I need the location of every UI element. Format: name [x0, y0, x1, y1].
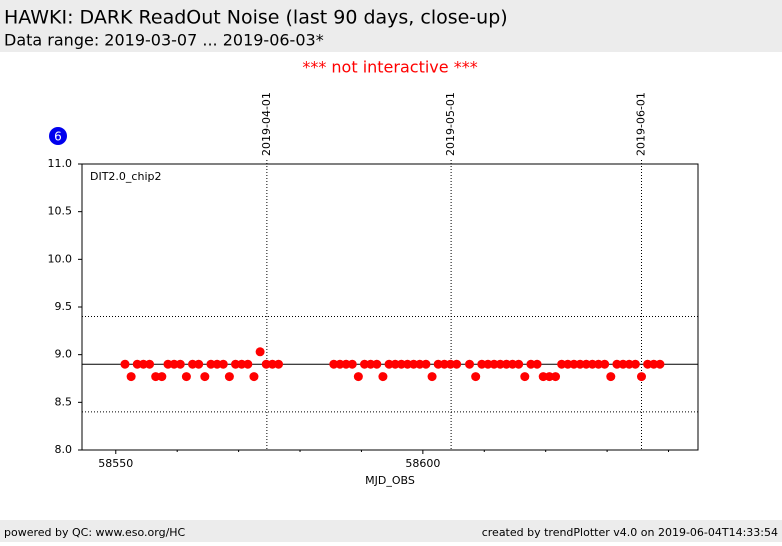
point: [427, 372, 437, 382]
point: [520, 372, 530, 382]
point: [200, 372, 210, 382]
point: [636, 372, 646, 382]
point: [126, 372, 136, 382]
x-tick-label: 58600: [405, 457, 440, 470]
point: [274, 359, 284, 369]
point: [181, 372, 191, 382]
footer-right: created by trendPlotter v4.0 on 2019-06-…: [482, 526, 778, 539]
point: [347, 359, 357, 369]
point: [452, 359, 462, 369]
footer-band: [0, 520, 782, 542]
point: [378, 372, 388, 382]
y-tick-label: 9.0: [55, 348, 73, 361]
badge-circle: [49, 127, 67, 145]
y-tick-label: 11.0: [48, 157, 73, 170]
header-band: [0, 0, 782, 52]
badge: 6: [54, 130, 62, 144]
point: [630, 359, 640, 369]
date-tick-label: 2019-05-01: [444, 92, 457, 156]
y-tick-label: 8.0: [55, 443, 73, 456]
subtitle: Data range: 2019-03-07 ... 2019-06-03*: [4, 31, 324, 50]
point: [655, 359, 665, 369]
annotation: DIT2.0_chip2: [90, 170, 161, 183]
point: [353, 372, 363, 382]
notice: *** not interactive ***: [302, 58, 477, 77]
x-axis-label: MJD_OBS: [365, 474, 415, 487]
point: [255, 347, 265, 357]
point: [514, 359, 524, 369]
y-tick-label: 10.5: [48, 205, 73, 218]
point: [243, 359, 253, 369]
point: [606, 372, 616, 382]
point: [421, 359, 431, 369]
point: [157, 372, 167, 382]
plot: 8.0 8.5 9.0 9.5 10.0 10.5 11.0 58550 58600 2019-0…: [48, 92, 698, 470]
point: [551, 372, 561, 382]
point: [465, 359, 475, 369]
point: [372, 359, 382, 369]
title: HAWKI: DARK ReadOut Noise (last 90 days,…: [4, 7, 508, 29]
point: [600, 359, 610, 369]
plot-frame: [81, 163, 699, 451]
y-tick-label: 10.0: [48, 252, 73, 265]
point: [120, 359, 130, 369]
point: [532, 359, 542, 369]
point: [218, 359, 228, 369]
date-tick-label: 2019-04-01: [260, 92, 273, 156]
point: [471, 372, 481, 382]
point: [249, 372, 259, 382]
x-tick-label: 58550: [98, 457, 133, 470]
point: [194, 359, 204, 369]
point: [175, 359, 185, 369]
date-tick-label: 2019-06-01: [634, 92, 647, 156]
point: [145, 359, 155, 369]
y-tick-label: 8.5: [55, 395, 73, 408]
point: [224, 372, 234, 382]
y-tick-label: 9.5: [55, 300, 73, 313]
footer-left: powered by QC: www.eso.org/HC: [4, 526, 186, 539]
